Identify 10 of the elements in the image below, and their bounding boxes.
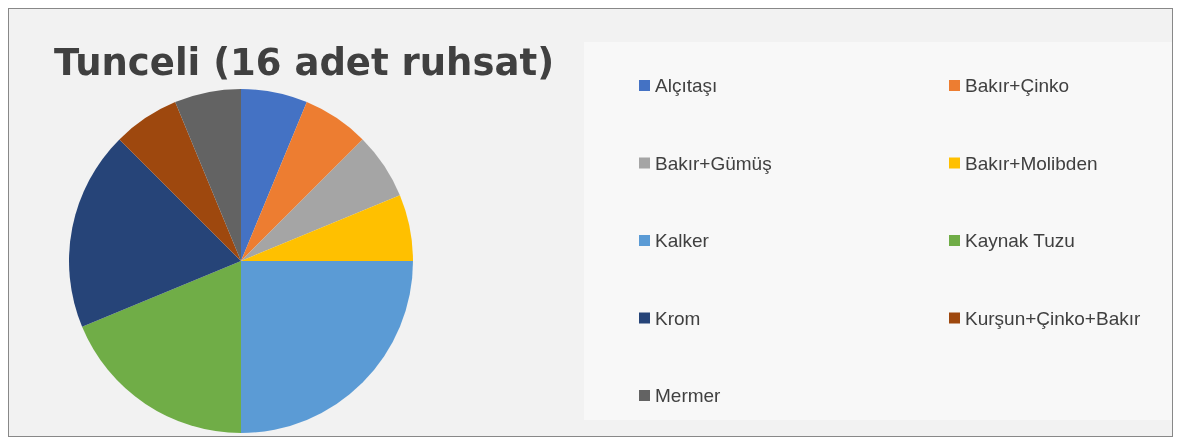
legend-label: Mermer [655,385,722,406]
legend-label: Bakır+Gümüş [655,152,772,174]
legend-label: Kalker [655,230,710,251]
legend-label: Alçıtaşı [655,75,718,96]
legend-label: Kaynak Tuzu [965,230,1075,251]
legend-label: Bakır+Çinko [965,75,1070,96]
chart-title: Tunceli (16 adet ruhsat) [54,41,555,84]
legend-label: Kurşun+Çinko+Bakır [965,307,1141,329]
legend-label: Bakır+Molibden [965,152,1098,174]
legend-label: Krom [655,307,701,329]
